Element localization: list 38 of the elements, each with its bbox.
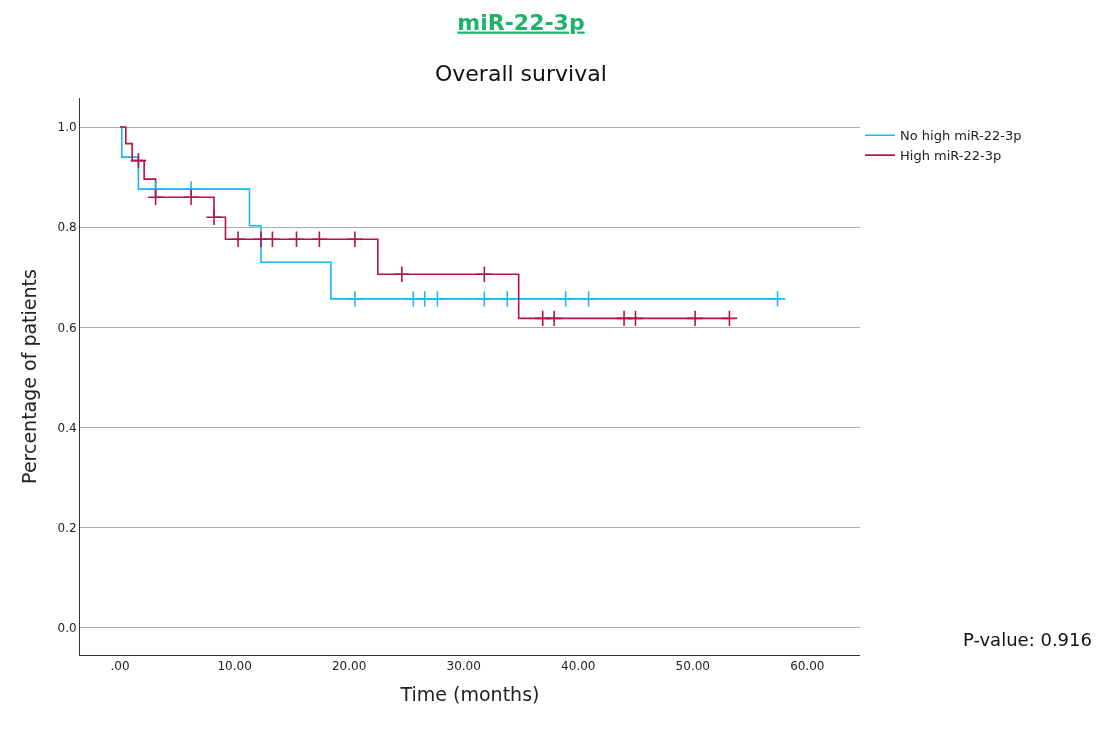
x-tick-label: 10.00 bbox=[217, 659, 252, 674]
x-tick-label: 60.00 bbox=[790, 659, 825, 674]
y-axis-title: Percentage of patients bbox=[18, 269, 41, 484]
point bbox=[205, 208, 223, 226]
x-tick-label: 20.00 bbox=[331, 659, 367, 674]
chart-subtitle: Overall survival bbox=[435, 61, 607, 86]
y-tick-label: 1.0 bbox=[57, 120, 77, 135]
y-tick-label: 0.0 bbox=[57, 621, 77, 636]
chart-title: miR-22-3p bbox=[457, 9, 585, 35]
legend-label: No high miR-22-3p bbox=[900, 128, 1022, 144]
point bbox=[475, 265, 493, 283]
point bbox=[545, 309, 563, 327]
point bbox=[310, 230, 328, 248]
y-tick-label: 0.6 bbox=[57, 320, 77, 335]
x-tick-label: 40.00 bbox=[561, 659, 596, 674]
point bbox=[263, 230, 281, 248]
point bbox=[627, 309, 645, 327]
y-tick-label: 0.8 bbox=[57, 220, 77, 235]
point bbox=[557, 290, 575, 308]
point bbox=[580, 290, 598, 308]
point bbox=[428, 290, 446, 308]
text: P-value: 0.916 bbox=[963, 629, 1092, 650]
point bbox=[346, 290, 364, 308]
legend-label: High miR-22-3p bbox=[900, 148, 1002, 164]
point bbox=[686, 309, 704, 327]
y-tick-label: 0.2 bbox=[57, 520, 77, 535]
point bbox=[498, 290, 516, 308]
x-tick-label: 30.00 bbox=[446, 659, 481, 674]
point bbox=[147, 188, 165, 206]
y-tick-label: 0.4 bbox=[57, 420, 77, 435]
x-tick-label: 50.00 bbox=[675, 659, 710, 674]
point bbox=[129, 152, 147, 170]
point bbox=[769, 290, 787, 308]
point bbox=[287, 230, 305, 248]
point bbox=[475, 290, 493, 308]
point bbox=[720, 309, 738, 327]
x-tick-label: .00 bbox=[110, 659, 130, 674]
x-axis-title: Time (months) bbox=[399, 683, 540, 706]
